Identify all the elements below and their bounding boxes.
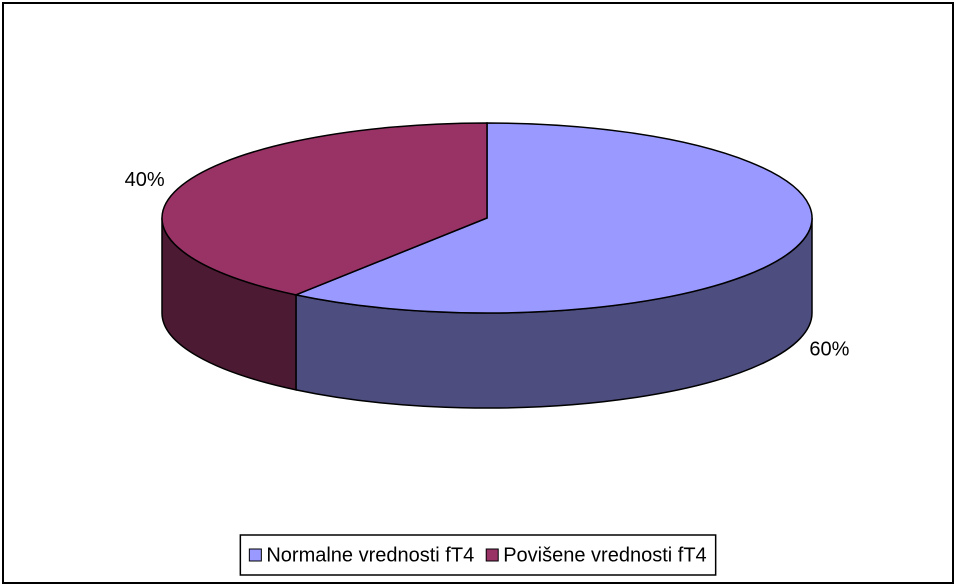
data-label: 60% [809, 338, 849, 360]
data-label: 40% [125, 169, 165, 191]
legend-swatch [485, 548, 499, 562]
legend: Normalne vrednosti fT4 Povišene vrednosti… [239, 534, 717, 576]
legend-box [239, 534, 717, 576]
legend-swatch [248, 548, 262, 562]
pie-slice [293, 122, 813, 314]
legend-label: Normalne vrednosti fT4 [266, 544, 474, 566]
legend-label: Povišene vrednosti fT4 [503, 544, 706, 566]
pie-slice [161, 122, 488, 296]
